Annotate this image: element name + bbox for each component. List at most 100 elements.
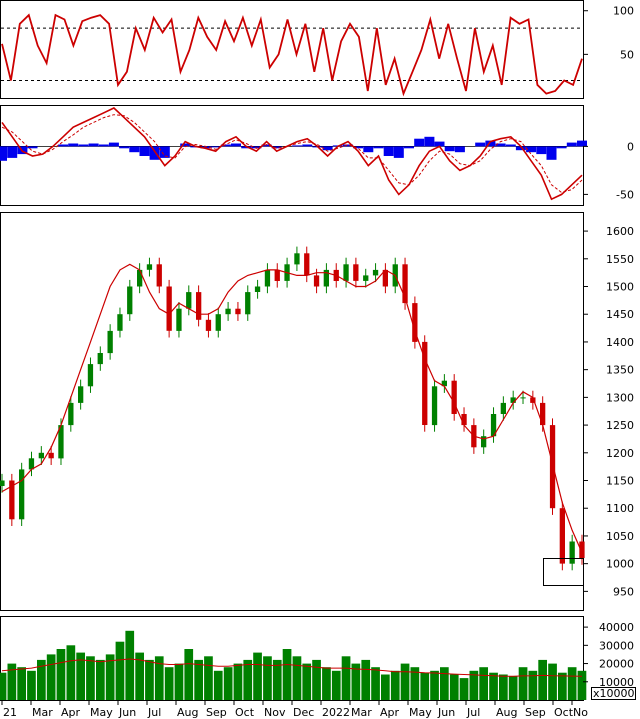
candle-body (353, 264, 359, 281)
candle-body (97, 353, 103, 365)
candle-body (382, 269, 388, 287)
macd-histogram-bar (271, 146, 282, 149)
macd-histogram-bar (88, 143, 99, 147)
month-label: Sep (525, 706, 546, 719)
macd-histogram-bar (251, 146, 262, 149)
volume-bar (105, 654, 115, 700)
macd-histogram-bar (566, 142, 577, 147)
macd-histogram-bar (0, 146, 7, 161)
macd-histogram-bar (343, 144, 353, 147)
y-tick-label: 1450 (606, 308, 634, 321)
volume-bar (489, 672, 498, 700)
candle-body (530, 397, 536, 403)
macd-histogram-bar (241, 146, 252, 149)
month-label: Aug (496, 706, 517, 719)
macd-histogram-bar (556, 146, 567, 149)
candle-body (559, 508, 565, 564)
rsi-line (1, 13, 583, 97)
macd-histogram-bar (261, 144, 272, 147)
volume-bar (499, 674, 508, 700)
macd-histogram-bar (129, 146, 140, 153)
volume-bar (322, 667, 331, 700)
month-label: Jun (118, 706, 136, 719)
macd-histogram-bar (108, 142, 119, 147)
volume-unit-label: x10000 (593, 687, 635, 700)
volume-unit-box (591, 687, 636, 700)
macd-histogram-bar (7, 146, 18, 158)
candle-body (461, 414, 467, 426)
macd-histogram-bar (485, 140, 496, 147)
macd-histogram-bar (220, 144, 231, 147)
candle-body (431, 386, 438, 426)
volume-bar (174, 663, 184, 700)
volume-bar (548, 663, 557, 700)
macd-histogram-bar (546, 146, 557, 160)
candle-body (107, 330, 113, 354)
y-tick-label: 950 (613, 585, 634, 598)
volume-bar (164, 667, 174, 700)
volume-bar (449, 674, 459, 700)
volume-bar (223, 667, 233, 700)
macd-histogram-bar (363, 146, 374, 153)
volume-bar (46, 654, 56, 700)
axis-labels: 100 50 0 -50 1600 1550 1500 1450 1400 1350 1300 125… (583, 5, 634, 689)
candle-body (294, 253, 300, 265)
volume-bar (400, 663, 410, 700)
candle-body (422, 341, 428, 425)
macd-histogram-bar (577, 140, 587, 147)
month-label: 2022 (322, 706, 350, 719)
volume-bar (567, 667, 577, 700)
y-tick-label: 1550 (606, 253, 634, 266)
volume-bar (233, 663, 243, 700)
month-label: Oct (554, 706, 574, 719)
macd-histogram-bar (444, 146, 455, 152)
candle-body (451, 380, 457, 414)
macd-histogram-bar (373, 146, 384, 149)
y-tick-label: 1050 (606, 530, 634, 543)
macd-histogram-bar (210, 146, 221, 148)
volume-bar (86, 656, 95, 700)
volume-bar (263, 656, 272, 700)
volume-bar (135, 652, 144, 700)
macd-histogram-bar (58, 144, 69, 147)
volume-bar (66, 645, 76, 700)
macd-histogram-bar (515, 146, 526, 151)
volume-bar (253, 652, 262, 700)
y-tick-label: 20000 (599, 658, 634, 671)
candle-body (343, 264, 349, 281)
y-tick-label: 1600 (606, 225, 634, 238)
macd-histogram-bar (434, 141, 445, 147)
y-tick-label: 0 (627, 140, 634, 153)
volume-bar (0, 672, 7, 700)
y-tick-label: 40000 (599, 621, 634, 634)
y-tick-label: 1300 (606, 391, 634, 404)
macd-line (1, 107, 583, 201)
candle-body (176, 308, 182, 331)
candle-body (19, 469, 25, 520)
volume-bar (331, 670, 341, 700)
macd-histogram-bar (526, 146, 537, 153)
volume-bar (115, 641, 125, 700)
volume-bar (125, 630, 135, 700)
candle-body (38, 452, 44, 459)
candle-body (412, 303, 418, 342)
candle-body (87, 364, 94, 387)
volume-bar (528, 670, 538, 700)
volume-bar (508, 676, 518, 700)
candle-body (9, 480, 15, 520)
candle-body (264, 269, 271, 287)
y-tick-label: 30000 (599, 639, 634, 652)
price-panel (0, 246, 585, 571)
selection-box[interactable] (543, 558, 584, 586)
macd-histogram-bar (159, 146, 170, 158)
volume-bar (302, 663, 312, 700)
volume-bar (76, 652, 85, 700)
macd-histogram-bar (475, 142, 486, 147)
volume-bar (361, 659, 371, 700)
candle-body (372, 269, 379, 276)
macd-histogram-bar (180, 143, 191, 147)
candle-body (205, 319, 212, 331)
candle-body (166, 286, 172, 331)
candle-body (215, 314, 221, 331)
month-label: No (573, 706, 588, 719)
